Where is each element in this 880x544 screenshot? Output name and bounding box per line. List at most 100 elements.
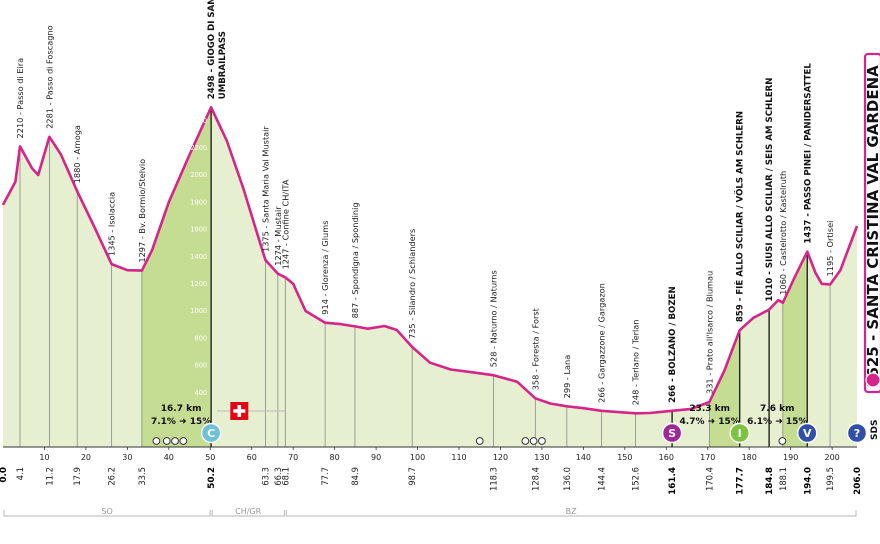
km-distance-label: 194.0	[803, 467, 813, 495]
altitude-tick-label: 600	[195, 362, 208, 370]
waypoint-label: 266 - BOLZANO / BOZEN	[668, 286, 678, 402]
km-distance-label: 177.7	[736, 467, 746, 495]
km-tick-label: 10	[39, 453, 49, 462]
altitude-tick-label: 200	[195, 416, 208, 424]
km-distance-label: 17.9	[72, 467, 82, 486]
km-distance-label: 152.6	[631, 467, 641, 491]
km-axis-layer: 10 20 30 40 50 60 70 80 90 100 110 120 130 140 150 160 1…	[0, 446, 863, 495]
waypoint-label: 1880 - Arnoga	[72, 125, 82, 183]
km-tick-label: 60	[247, 453, 257, 462]
climb-gradient: 7.1% ➜ 15%	[151, 417, 211, 427]
stage-marker-circle	[661, 422, 683, 444]
km-distance-label: 0.0	[0, 467, 9, 483]
km-distance-label: 98.7	[407, 467, 417, 486]
km-distance-label: 118.3	[488, 467, 498, 491]
km-distance-label: 144.4	[597, 467, 607, 491]
stage-marker-circle	[729, 422, 750, 444]
waypoint-label: 1195 - Ortisei	[825, 221, 835, 277]
altitude-tick-label: 400	[195, 389, 208, 397]
stage-marker-circle	[846, 422, 868, 444]
waypoint-label: 1345 - Isolaccia	[107, 192, 117, 256]
km-tick-label: 150	[617, 453, 632, 462]
kom-badge-letter: V	[803, 427, 812, 440]
km-distance-label: 77.7	[320, 467, 330, 486]
km-tick-label: 140	[576, 453, 591, 462]
km-distance-label: 11.2	[44, 467, 54, 486]
waypoint-label: 887 - Spondigna / Spondinig	[350, 202, 360, 318]
km-distance-label: 161.4	[668, 467, 678, 495]
road-symbol-icon	[162, 437, 171, 445]
waypoint-label: 1010 - SIUSI ALLO SCILIAR / SEIS AM SCHL…	[765, 78, 775, 302]
km-tick-label: 190	[783, 453, 798, 462]
km-distance-label: 26.2	[107, 467, 117, 486]
profile-area-fill	[3, 107, 857, 448]
region-bracket	[3, 510, 211, 517]
km-tick-label: 80	[330, 453, 340, 462]
altitude-tick-label: 1600	[190, 226, 207, 234]
km-tick-label: 120	[493, 453, 508, 462]
region-label: BZ	[566, 507, 577, 516]
climb-zone-fill-1	[709, 330, 740, 447]
waypoint-label: 1375 - Santa Maria Val Mustair	[260, 126, 270, 252]
km-distance-label: 184.8	[765, 467, 775, 495]
finish-banner-frame	[863, 52, 880, 394]
km-tick-label: 50	[205, 453, 215, 462]
km-distance-label: 63.3	[260, 467, 270, 486]
waypoint-label: 266 - Gargazzone / Gargazon	[597, 283, 607, 403]
road-symbol-icon	[538, 437, 546, 445]
waypoint-label: 331 - Prato all'Isarco / Blumau	[704, 271, 714, 394]
region-label: CH/GR	[235, 507, 261, 516]
altitude-tick-label: 2200	[190, 144, 207, 152]
waypoint-label: 1437 - PASSO PINEI / PANIDERSATTEL	[803, 63, 813, 244]
waypoint-labels-layer: 2210 - Passo di Eira 2281 - Passo di Fosc…	[15, 0, 835, 405]
waypoint-label: 1247 - Confine CH/ITA	[280, 179, 290, 269]
kom-badge-letter: C	[207, 427, 215, 440]
altitude-tick-label: 1000	[190, 307, 207, 315]
km-tick-label: 110	[451, 453, 466, 462]
waypoint-label: 2210 - Passo di Eira	[15, 58, 25, 139]
km-distance-label: 136.0	[562, 467, 572, 491]
km-tick-label: 70	[288, 453, 298, 462]
waypoint-label: 299 - Lana	[562, 355, 572, 399]
altitude-tick-label: 1800	[190, 198, 207, 206]
climb-gradient: 4.7% ➜ 15%	[680, 417, 740, 427]
waypoint-label: 528 - Naturno / Naturns	[488, 270, 498, 367]
waypoint-label: 248 - Terlano / Terlan	[631, 320, 641, 406]
climb-info-layer: 16.7 km 7.1% ➜ 15%C 23.3 km 4.7% ➜ 15% S 7.6 …	[151, 404, 868, 444]
road-symbol-icon	[529, 437, 538, 445]
kom-badge-circle	[200, 422, 222, 444]
km-distance-label: 68.1	[280, 467, 290, 486]
road-symbol-icon	[778, 437, 787, 445]
road-symbol-icon	[179, 437, 188, 445]
road-symbol-icon	[171, 437, 179, 445]
finish-layer: 1625 - SANTA CRISTINA VAL GARDENA SDS	[152, 52, 880, 445]
waypoint-poles-layer	[19, 106, 831, 447]
climb-zone-fill-0	[141, 107, 212, 448]
altitude-tick-label: 2000	[190, 171, 207, 179]
km-tick-label: 130	[534, 453, 549, 462]
waypoint-label: 914 - Glorenza / Glums	[320, 221, 330, 315]
km-distance-label: 170.4	[704, 467, 714, 491]
finish-title: 1625 - SANTA CRISTINA VAL GARDENA	[864, 65, 880, 388]
road-symbol-icon	[521, 437, 530, 445]
climb-length: 7.6 km	[760, 404, 794, 414]
altitude-tick-label: 1200	[190, 280, 207, 288]
km-distance-label: 206.0	[853, 467, 863, 495]
waypoint-label: 1060 - Castelrotto / Kastelruth	[778, 171, 788, 295]
altitude-tick-label: 2400	[190, 117, 207, 125]
km-tick-label: 170	[700, 453, 715, 462]
waypoint-label: 859 - FIÈ ALLO SCILIAR / VÖLS AM SCHLERN	[734, 111, 746, 322]
km-distance-label: 50.2	[207, 467, 217, 489]
km-distance-label: 4.1	[15, 467, 25, 480]
km-distance-label: 84.9	[350, 467, 360, 486]
waypoint-label: 735 - Silandro / Schlanders	[407, 229, 417, 339]
altitude-tick-label: 1400	[190, 253, 207, 261]
waypoint-label: 358 - Foresta / Forst	[530, 307, 540, 390]
altitude-scale-layer: 200 400 600 800 1000 1200 1400 1600 1800 2000 2200…	[190, 117, 207, 424]
waypoint-label: 1274 - Mustair	[273, 206, 283, 266]
climb-length: 23.3 km	[689, 404, 730, 414]
km-tick-label: 40	[164, 453, 174, 462]
stage-marker-letter: S	[668, 427, 676, 440]
km-tick-label: 30	[122, 453, 132, 462]
